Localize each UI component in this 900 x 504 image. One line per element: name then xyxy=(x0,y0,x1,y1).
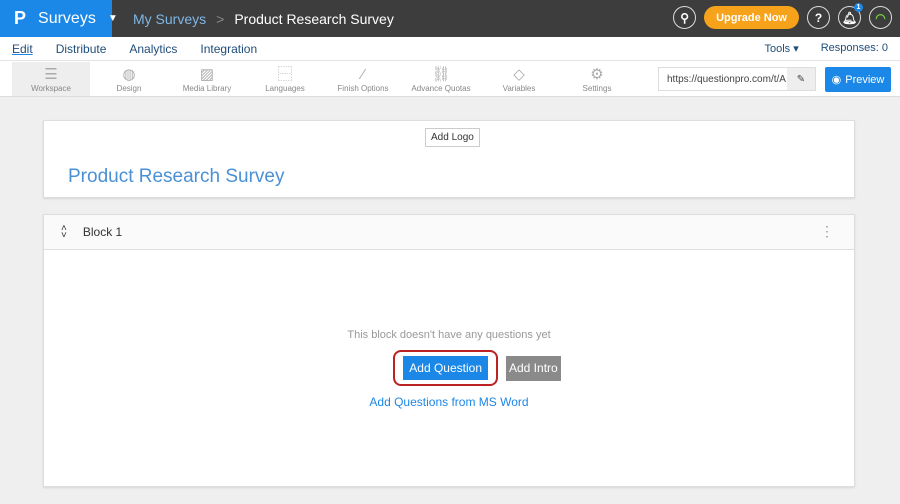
add-intro-button[interactable]: Add Intro xyxy=(506,356,561,381)
empty-message: This block doesn't have any questions ye… xyxy=(347,329,551,341)
tab-integration[interactable]: Integration xyxy=(200,41,258,56)
tab-analytics[interactable]: Analytics xyxy=(129,41,178,56)
rainbow-icon: ◠ xyxy=(875,10,886,25)
toolbar-advance-quotas[interactable]: ⛓ Advance Quotas xyxy=(411,66,471,93)
bell-icon: 🔔︎ xyxy=(841,10,858,25)
toolbar-finish-options[interactable]: ⁄ Finish Options xyxy=(337,66,389,93)
eye-icon: ◉ xyxy=(831,74,842,86)
notifications-button[interactable]: 🔔︎ 1 xyxy=(838,3,863,29)
toolbar: ☰ Workspace ◍ Design ▨ Media Library ⿱ Langu… xyxy=(0,61,900,97)
top-bar: P Surveys ▼ My Surveys > Product Researc… xyxy=(0,0,900,37)
responses-count[interactable]: Responses: 0 xyxy=(820,42,888,54)
avatar[interactable]: ◠ xyxy=(869,6,892,29)
help-icon: ? xyxy=(814,10,823,25)
breadcrumb-separator: > xyxy=(216,10,225,27)
toolbar-workspace[interactable]: ☰ Workspace xyxy=(12,62,90,96)
translate-icon: ⿱ xyxy=(277,66,293,83)
more-options-icon[interactable]: ⋮ xyxy=(820,223,834,239)
search-icon: ⚲ xyxy=(680,10,689,25)
tab-edit[interactable]: Edit xyxy=(12,41,33,56)
help-button[interactable]: ? xyxy=(807,6,830,29)
survey-header: Add Logo Product Research Survey xyxy=(43,120,855,198)
app-name: Surveys xyxy=(38,9,96,27)
palette-icon: ◍ xyxy=(122,66,136,83)
add-logo-button[interactable]: Add Logo xyxy=(425,128,480,147)
main-nav: Edit Distribute Analytics Integration To… xyxy=(0,37,900,61)
caret-down-icon: ▼ xyxy=(107,13,118,24)
gear-icon: ⚙ xyxy=(590,66,604,83)
survey-title[interactable]: Product Research Survey xyxy=(68,166,285,187)
toolbar-settings[interactable]: ⚙ Settings xyxy=(582,66,612,93)
list-icon: ☰ xyxy=(44,66,58,83)
breadcrumb: My Surveys > Product Research Survey xyxy=(112,11,394,27)
highlight-ring: Add Question xyxy=(393,350,498,386)
preview-button[interactable]: ◉ Preview xyxy=(825,67,891,92)
notification-badge: 1 xyxy=(854,3,863,12)
breadcrumb-current: Product Research Survey xyxy=(234,10,394,27)
toolbar-design[interactable]: ◍ Design xyxy=(116,66,142,93)
tools-menu[interactable]: Tools ▾ xyxy=(764,43,799,55)
tag-icon: ◇ xyxy=(513,66,525,83)
surveys-menu[interactable]: P Surveys ▼ xyxy=(0,0,118,37)
add-question-button[interactable]: Add Question xyxy=(403,356,488,380)
toolbar-languages[interactable]: ⿱ Languages xyxy=(265,66,305,93)
add-from-ms-word-link[interactable]: Add Questions from MS Word xyxy=(369,395,529,409)
survey-url-field[interactable]: https://questionpro.com/t/A ✎ xyxy=(658,67,816,91)
search-button[interactable]: ⚲ xyxy=(673,6,697,29)
block-1: ˄ ˅ Block 1 ⋮ This block doesn't have any… xyxy=(43,214,855,487)
toolbar-media-library[interactable]: ▨ Media Library xyxy=(182,66,232,93)
block-header: ˄ ˅ Block 1 ⋮ xyxy=(44,215,854,250)
upgrade-button[interactable]: Upgrade Now xyxy=(704,6,799,29)
block-name[interactable]: Block 1 xyxy=(82,225,123,239)
link-icon: ⛓ xyxy=(431,66,451,83)
image-icon: ▨ xyxy=(199,66,215,83)
pencil-icon[interactable]: ✎ xyxy=(787,68,815,90)
toolbar-variables[interactable]: ◇ Variables xyxy=(502,66,536,93)
breadcrumb-my-surveys[interactable]: My Surveys xyxy=(133,10,207,27)
wand-icon: ⁄ xyxy=(361,66,365,83)
logo: P xyxy=(14,8,27,28)
collapse-icon[interactable]: ˄ ˅ xyxy=(61,223,67,241)
tab-distribute[interactable]: Distribute xyxy=(55,41,107,56)
